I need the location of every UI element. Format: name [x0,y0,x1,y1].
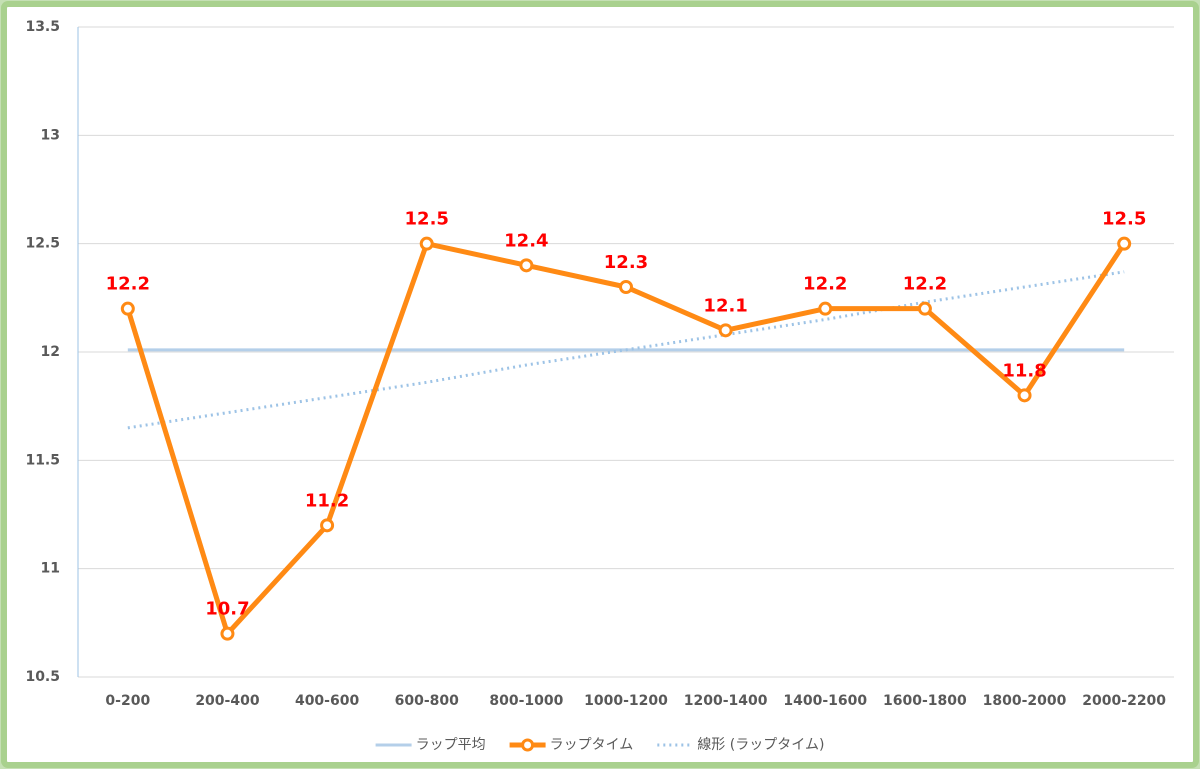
x-tick-label: 200-400 [195,693,260,709]
data-label: 10.7 [205,599,249,620]
data-label: 11.8 [1002,360,1046,381]
y-tick-label: 13.5 [25,19,60,35]
legend-label: ラップ平均 [416,737,486,753]
x-tick-label: 1200-1400 [684,693,768,709]
x-tick-label: 1000-1200 [584,693,668,709]
legend-marker [521,738,535,752]
y-tick-label: 10.5 [25,669,60,685]
data-label: 12.2 [106,274,150,295]
data-label: 11.2 [305,490,349,511]
legend: ラップ平均 ラップタイム 線形 (ラップタイム) [375,737,824,753]
point-marker [917,301,932,316]
point-marker [419,236,434,251]
point-marker [619,280,633,294]
data-label: 12.5 [405,209,449,230]
x-tick-label: 400-600 [295,693,360,709]
x-tick-label: 600-800 [395,693,460,709]
x-tick-label: 800-1000 [489,693,563,709]
data-label: 12.2 [803,274,847,295]
x-tick-label: 1800-2000 [983,693,1067,709]
x-tick-label: 1400-1600 [783,693,867,709]
point-marker [320,518,335,533]
x-tick-label: 2000-2200 [1082,693,1166,709]
point-marker [1117,236,1132,251]
point-marker [1017,388,1032,403]
data-label: 12.4 [504,230,548,251]
data-label: 12.5 [1102,209,1146,230]
y-tick-label: 12.5 [25,236,60,252]
legend-symbol [509,738,546,752]
data-label: 12.2 [903,274,947,295]
y-tick-label: 13 [41,127,60,143]
x-tick-label: 0-200 [105,693,150,709]
legend-label: ラップタイム [550,737,634,753]
x-tick-label: 1600-1800 [883,693,967,709]
y-tick-label: 12 [41,344,60,360]
data-label: 12.1 [703,295,747,316]
point-marker [718,323,733,338]
point-marker [120,301,135,316]
series-line [127,270,1125,430]
point-marker [220,626,235,641]
data-label: 12.3 [604,252,648,273]
y-tick-label: 11 [41,561,60,577]
point-marker [818,301,833,316]
y-tick-label: 11.5 [25,452,60,468]
legend-label: 線形 (ラップタイム) [697,737,824,753]
point-marker [519,258,534,273]
